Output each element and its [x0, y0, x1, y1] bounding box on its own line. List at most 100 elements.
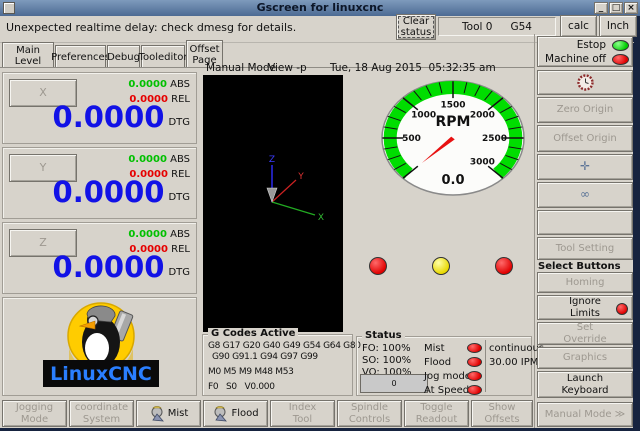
estop-panel: Estop Machine off [537, 36, 633, 67]
notebook-top-edge [0, 67, 534, 68]
graphics-label: Graphics [562, 352, 608, 364]
rel-value: 0.0000 [129, 94, 168, 105]
close-button[interactable]: × [624, 2, 638, 14]
axis-select-button-y[interactable]: Y [9, 154, 77, 182]
clock-icon-button[interactable] [537, 70, 633, 95]
clear-status-button[interactable]: Clear status [396, 14, 436, 40]
move-icon-button[interactable]: ✛ [537, 154, 633, 180]
linuxcnc-logo: LinuxCNC [43, 302, 159, 387]
jog-rate-value: 30.00 IPM [489, 357, 539, 368]
tool-setting-label: Tool Setting [555, 242, 615, 254]
maximize-button[interactable]: □ [609, 2, 623, 14]
titlebar: Gscreen for linuxcnc _ □ × [0, 0, 640, 16]
abs-label: ABS [170, 154, 190, 165]
counter-value: 0 [391, 378, 397, 388]
svg-text:1000: 1000 [411, 110, 436, 120]
tab-tooleditor[interactable]: Tooleditor [139, 45, 187, 68]
tab-offset-page[interactable]: Offset Page [186, 40, 223, 68]
machine-off-toggle[interactable]: Machine off [538, 52, 634, 66]
blank-button[interactable] [537, 210, 633, 235]
show-offsets-button[interactable]: Show Offsets [471, 400, 533, 427]
spindle-controls-button[interactable]: Spindle Controls [337, 400, 402, 427]
units-button[interactable]: Inch [599, 15, 637, 37]
axis-frame-z: Z 0.0000 ABS 0.0000 REL 0.0000 DTG [2, 222, 197, 294]
coord-system: G54 [510, 20, 532, 33]
statusbar-message: Unexpected realtime delay: check dmesg f… [6, 21, 297, 34]
homing-label: Homing [565, 276, 605, 288]
mist-button[interactable]: Mist [136, 400, 201, 427]
tab-main-level[interactable]: Main Level [2, 42, 54, 68]
statusrow-divider [0, 42, 634, 43]
tab-label: Offset Page [189, 43, 220, 66]
graphics-button[interactable]: Graphics [537, 347, 633, 369]
units-label: Inch [606, 19, 630, 32]
launch-keyboard-button[interactable]: Launch Keyboard [537, 371, 633, 398]
tab-preferences[interactable]: Preferences [51, 45, 110, 68]
manual-mode-button-sidebar[interactable]: Manual Mode ≫ [537, 402, 633, 427]
index-tool-button[interactable]: Index Tool [270, 400, 335, 427]
homing-button[interactable]: Homing [537, 272, 633, 293]
coordinate-system-button[interactable]: coordinate System [69, 400, 134, 427]
link-icon: ∞ [580, 187, 590, 202]
abs-readout: 0.0000 ABS [128, 229, 190, 240]
ignore-limits-button[interactable]: Ignore Limits [537, 295, 633, 320]
logo-frame: LinuxCNC [2, 297, 197, 396]
link-icon-button[interactable]: ∞ [537, 182, 633, 208]
gcode-line: G8 G17 G20 G40 G49 G54 G64 G80 [208, 341, 361, 351]
logo-banner [43, 360, 159, 387]
window-right-border [633, 16, 640, 431]
calc-button[interactable]: calc [560, 15, 597, 37]
zero-origin-button[interactable]: Zero Origin [537, 97, 633, 123]
y-axis-label: Y [297, 172, 304, 182]
dtg-readout: 0.0000 DTG [53, 253, 190, 282]
machine-off-led [612, 54, 629, 65]
svg-text:0.0: 0.0 [441, 173, 464, 188]
minimize-button[interactable]: _ [594, 2, 608, 14]
tab-label: Main Level [14, 44, 42, 67]
axis-select-button-x[interactable]: X [9, 79, 77, 107]
gcode-line: G90 G91.1 G94 G97 G99 [212, 352, 318, 362]
axis-frame-x: X 0.0000 ABS 0.0000 REL 0.0000 DTG [2, 72, 197, 144]
velocity-override: VO: 100% [362, 367, 412, 378]
move-icon: ✛ [579, 159, 591, 174]
gremlin-3d-view[interactable]: Z Y X [203, 75, 343, 332]
counter-button[interactable]: 0 [360, 374, 428, 393]
rel-value: 0.0000 [129, 244, 168, 255]
mist-label: Mist [424, 343, 445, 354]
estop-toggle[interactable]: Estop [538, 38, 634, 52]
mist-led [467, 343, 482, 353]
jog-mode-led [467, 371, 482, 381]
set-override-button[interactable]: Set Override [537, 322, 633, 345]
coolant-spray-icon [214, 406, 228, 422]
tool-number: Tool 0 [462, 20, 493, 33]
jogging-mode-label: Jogging Mode [15, 402, 54, 425]
dtg-label: DTG [168, 267, 190, 278]
tab-label: Debug [107, 51, 140, 63]
gcodes-frame-title: G Codes Active [208, 328, 299, 339]
jog-mode-value: continuous [489, 343, 544, 354]
sidebar-divider [534, 34, 535, 428]
axis-select-button-z[interactable]: Z [9, 229, 77, 257]
svg-text:2000: 2000 [470, 110, 495, 120]
axis-button-label: Y [39, 160, 47, 174]
estop-label: Estop [576, 39, 606, 51]
axes-triad: Z Y X [266, 155, 324, 223]
offset-origin-button[interactable]: Offset Origin [537, 125, 633, 152]
ignore-limits-label: Ignore Limits [569, 296, 601, 319]
jogging-mode-button[interactable]: Jogging Mode [2, 400, 67, 427]
tool-setting-button[interactable]: Tool Setting [537, 237, 633, 260]
toggle-readout-button[interactable]: Toggle Readout [404, 400, 469, 427]
estop-led [612, 40, 629, 51]
indicator-led-1 [369, 257, 387, 275]
indicator-led-3 [495, 257, 513, 275]
at-speed-led [467, 385, 482, 395]
tab-debug[interactable]: Debug [107, 45, 140, 68]
svg-text:3000: 3000 [470, 158, 495, 168]
rel-label: REL [171, 169, 190, 180]
flood-button[interactable]: Flood [203, 400, 268, 427]
rel-readout: 0.0000 REL [129, 169, 190, 180]
svg-text:2500: 2500 [482, 134, 507, 144]
dtg-label: DTG [168, 192, 190, 203]
viewer-view: View -p [268, 62, 307, 74]
